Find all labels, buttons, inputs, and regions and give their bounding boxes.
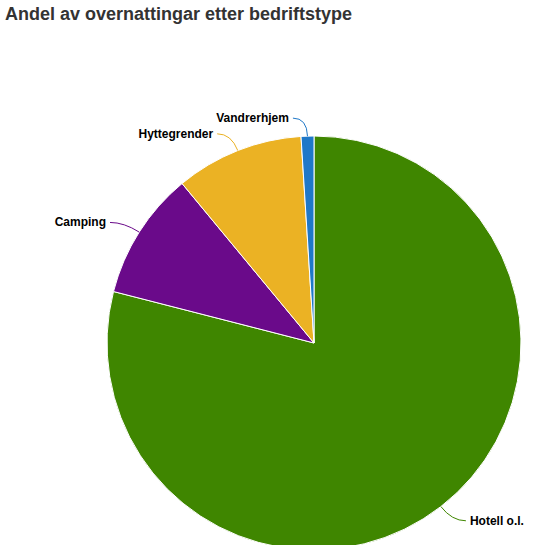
html-text:Andel av overnattingar etter b: Andel av overnattingar etter bedriftstyp… (5, 4, 353, 24)
svg-text:Hyttegrender: Hyttegrender (138, 127, 213, 141)
svg-text:Hotell o.l.: Hotell o.l. (470, 514, 524, 528)
svg-text:Vandrerhjem: Vandrerhjem (216, 111, 289, 125)
svg-text:Camping: Camping (55, 215, 106, 229)
